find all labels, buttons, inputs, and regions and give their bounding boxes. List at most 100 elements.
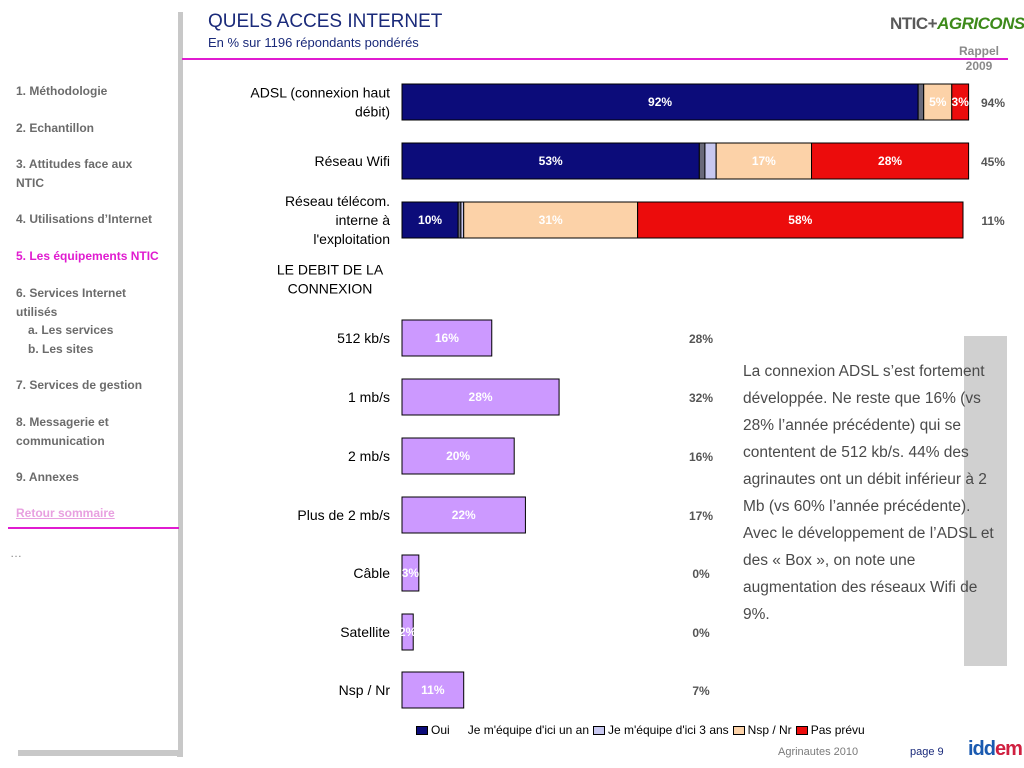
debit-category-label-4: Câble [353, 565, 390, 581]
bar-value-label-2-0: 10% [418, 213, 442, 227]
sidebar-shadow-bottom [18, 748, 183, 756]
nav-item-echantillon[interactable]: 2. Echantillon [16, 121, 95, 135]
legend-swatch-0 [416, 726, 428, 736]
debit-category-label-2: 2 mb/s [348, 448, 390, 464]
debit-rappel-2009-value-3: 17% [689, 509, 713, 523]
debit-value-label-1: 28% [469, 390, 493, 404]
legend-swatch-4 [795, 726, 808, 736]
legend-label-1: Je m'équipe d'ici un an [467, 723, 590, 737]
debit-bar-0 [401, 319, 493, 357]
rappel-header: Rappel 2009 [950, 44, 1008, 74]
commentary: La connexion ADSL s’est fortement dévelo… [743, 358, 1001, 628]
legend-item-4: Pas prévu [795, 723, 865, 737]
debit-section-title: LE DEBIT DE LA CONNEXION [277, 262, 384, 297]
sidebar-divider [8, 527, 179, 529]
debit-bar-4 [401, 554, 420, 592]
debit-value-label-0: 16% [435, 331, 459, 345]
legend-item-2: Je m'équipe d'ici 3 ans [593, 723, 729, 737]
debit-category-label-5: Satellite [340, 624, 390, 640]
bar-2-4 [637, 201, 964, 239]
chart-legend: Oui Je m'équipe d'ici un an Je m'équipe d'… [416, 723, 869, 737]
nav-item-les-services[interactable]: a. Les services [28, 323, 114, 337]
legend-label-3: Nsp / Nr [747, 723, 792, 737]
debit-bar-2 [401, 437, 515, 475]
debit-rappel-2009-value-5: 0% [692, 626, 710, 640]
rappel-year: 2009 [965, 59, 993, 73]
nav-item-annexes[interactable]: 9. Annexes [16, 470, 79, 484]
nav-item-methodologie[interactable]: 1. Méthodologie [16, 84, 108, 98]
legend-label-0: Oui [431, 723, 450, 737]
bar-1-1 [698, 142, 706, 180]
legend-item-1: Je m'équipe d'ici un an [454, 723, 589, 737]
nav-item-services-gestion[interactable]: 7. Services de gestion [16, 378, 143, 392]
debit-category-label-1: 1 mb/s [348, 389, 390, 405]
debit-bar-6 [401, 671, 465, 709]
nav-item-services-internet[interactable]: 6. Services Internet utilisés [16, 286, 127, 319]
debit-value-label-3: 22% [452, 508, 476, 522]
debit-bar-3 [401, 496, 526, 534]
debit-rappel-2009-value-1: 32% [689, 391, 713, 405]
bar-0-3 [923, 83, 953, 121]
rappel-2009-value-0: 94% [981, 96, 1005, 110]
rappel-label: Rappel [958, 44, 999, 58]
category-label-0: ADSL (connexion haut débit) [250, 85, 390, 120]
bar-value-label-0-3: 5% [929, 95, 947, 109]
commentary-background [964, 336, 1007, 666]
legend-item-3: Nsp / Nr [732, 723, 792, 737]
bar-value-label-1-0: 53% [539, 154, 563, 168]
debit-category-label-6: Nsp / Nr [339, 682, 391, 698]
legend-label-2: Je m'équipe d'ici 3 ans [608, 723, 729, 737]
debit-rappel-2009-value-4: 0% [692, 567, 710, 581]
bar-value-label-1-4: 28% [878, 154, 902, 168]
sidebar-shadow-right [177, 12, 183, 757]
debit-rappel-2009-value-2: 16% [689, 450, 713, 464]
category-label-1: Réseau Wifi [315, 153, 390, 169]
debit-category-label-0: 512 kb/s [337, 330, 390, 346]
debit-value-label-5: 2% [399, 625, 417, 639]
bar-value-label-2-3: 31% [539, 213, 563, 227]
debit-category-label-3: Plus de 2 mb/s [297, 507, 390, 523]
debit-value-label-2: 20% [446, 449, 470, 463]
nav-item-equipements[interactable]: 5. Les équipements NTIC [16, 249, 159, 263]
legend-swatch-3 [732, 726, 745, 736]
sidebar-ellipsis: … [10, 546, 22, 560]
back-to-summary-link[interactable]: Retour sommaire [16, 506, 115, 520]
bar-1-0 [401, 142, 700, 180]
brand-logo: NTIC+AGRICONSEIL [890, 14, 1024, 34]
commentary-paragraph-1: La connexion ADSL s’est fortement dévelo… [743, 363, 987, 515]
header-divider [182, 58, 1008, 60]
footer-page-number: page 9 [910, 746, 944, 758]
legend-swatch-2 [593, 726, 606, 736]
bar-1-2 [704, 142, 717, 180]
debit-rappel-2009-value-0: 28% [689, 332, 713, 346]
commentary-paragraph-2: Avec le développement de l’ADSL et des «… [743, 525, 994, 623]
bar-value-label-1-3: 17% [752, 154, 776, 168]
nav-item-attitudes[interactable]: 3. Attitudes face aux NTIC [16, 157, 133, 190]
bar-0-1 [917, 83, 925, 121]
logo-agriconseil: AGRICONSEIL [937, 14, 1024, 33]
iddem-logo: iddem [968, 738, 1023, 761]
iddem-logo-part-a: idd [968, 738, 996, 760]
legend-item-0: Oui [416, 723, 450, 737]
bar-value-label-0-4: 3% [952, 95, 970, 109]
legend-label-4: Pas prévu [810, 723, 865, 737]
bar-value-label-0-0: 92% [648, 95, 672, 109]
footer-source: Agrinautes 2010 [778, 746, 859, 758]
bar-1-4 [811, 142, 970, 180]
debit-rappel-2009-value-6: 7% [692, 684, 710, 698]
bar-0-0 [401, 83, 919, 121]
bar-2-0 [401, 201, 459, 239]
page-subtitle: En % sur 1196 répondants pondérés [208, 35, 419, 50]
debit-value-label-4: 3% [402, 566, 420, 580]
nav-item-messagerie[interactable]: 8. Messagerie et communication [16, 415, 109, 448]
sidebar: 1. Méthodologie 2. Echantillon 3. Attitu… [0, 0, 183, 768]
category-label-2: Réseau télécom. interne à l'exploitation [285, 193, 390, 247]
iddem-logo-part-b: em [995, 738, 1023, 760]
nav-item-utilisations[interactable]: 4. Utilisations d’Internet [16, 212, 153, 226]
nav-item-les-sites[interactable]: b. Les sites [28, 342, 94, 356]
bar-2-3 [463, 201, 639, 239]
bar-0-4 [951, 83, 970, 121]
sidebar-panel [8, 8, 178, 750]
debit-value-label-6: 11% [421, 683, 445, 697]
